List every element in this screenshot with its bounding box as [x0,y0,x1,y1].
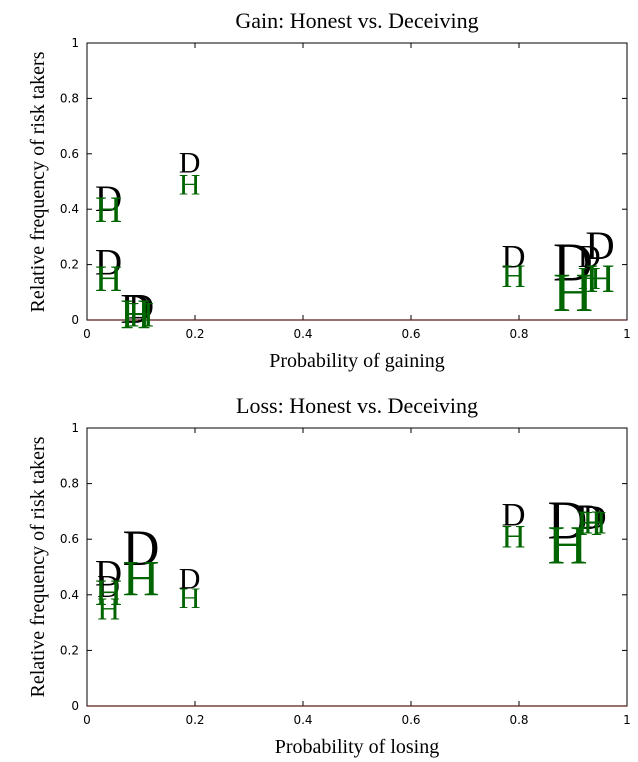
gain-point-h: H [585,256,614,301]
loss-point-h: H [548,516,588,577]
gain-point-h: H [502,259,526,295]
loss-y-tick-label: 0.4 [60,588,79,602]
loss-point-d: D [583,500,607,536]
gain-y-tick-label: 1 [71,36,79,50]
loss-point-h: H [583,506,607,542]
gain-point-d: D [502,240,526,276]
gain-y-tick-label: 0.4 [60,202,79,216]
gain-point-d: D [95,179,122,220]
loss-point-h: H [576,503,602,543]
loss-x-tick-label: 0.2 [185,713,204,727]
loss-point-d: D [95,553,122,594]
gain-point-h: H [95,259,122,300]
loss-x-axis: 0 0.2 0.4 0.6 0.8 1 [83,428,631,727]
gain-y-tick-label: 0.2 [60,258,79,272]
gain-point-d: D [128,286,154,326]
gain-chart-title: Gain: Honest vs. Deceiving [235,8,478,33]
gain-point-d: D [120,287,150,333]
loss-chart-title: Loss: Honest vs. Deceiving [236,393,478,418]
gain-x-tick-label: 0.6 [401,327,420,341]
loss-y-tick-label: 1 [71,421,79,435]
loss-point-h: H [179,582,201,615]
gain-x-axis-label: Probability of gaining [269,350,445,372]
gain-point-d: D [578,239,601,274]
gain-x-tick-label: 0.4 [293,327,312,341]
gain-point-h: H [578,261,601,296]
gain-plot-frame [86,42,628,321]
loss-y-axis: 0 0.2 0.4 0.6 0.8 1 [60,421,627,713]
loss-point-h: H [123,551,160,607]
loss-y-axis-label: Relative frequency of risk takers [27,436,49,697]
gain-point-d: D [553,233,593,294]
loss-x-tick-label: 1 [623,713,631,727]
loss-y-tick-label: 0 [71,699,79,713]
loss-x-axis-label: Probability of losing [275,736,439,758]
loss-plot-frame [86,427,628,707]
loss-y-tick-label: 0.6 [60,532,79,546]
gain-y-axis-label: Relative frequency of risk takers [27,51,49,312]
gain-point-d: D [95,243,122,284]
gain-point-d: D [585,223,614,268]
gain-x-axis: 0 0.2 0.4 0.6 0.8 1 [83,43,631,341]
gain-y-axis: 0 0.2 0.4 0.6 0.8 1 [60,36,627,327]
loss-point-d: D [502,497,526,533]
loss-point-h: H [95,573,122,614]
loss-point-h: H [97,591,120,626]
loss-y-tick-label: 0.2 [60,643,79,657]
gain-x-tick-label: 0.8 [509,327,528,341]
gain-panel: Gain: Honest vs. Deceiving 0 0.2 0.4 0.6 0.8… [27,8,631,372]
gain-point-h: H [179,168,201,201]
loss-x-tick-label: 0.8 [509,713,528,727]
gain-x-tick-label: 1 [623,327,631,341]
gain-point-h: H [120,293,150,339]
loss-x-tick-label: 0.4 [293,713,312,727]
gain-point-h: H [95,190,122,231]
loss-panel: Loss: Honest vs. Deceiving 0 0.2 0.4 0.6 0.8… [27,393,631,758]
gain-point-d: D [179,146,201,179]
loss-point-d: D [179,562,201,595]
loss-y-tick-label: 0.8 [60,477,79,491]
gain-y-tick-label: 0 [71,313,79,327]
gain-point-h: H [553,263,593,324]
loss-x-tick-label: 0 [83,713,91,727]
loss-point-h: H [502,520,526,556]
gain-y-tick-label: 0.8 [60,91,79,105]
loss-point-d: D [576,497,602,537]
loss-x-tick-label: 0.6 [401,713,420,727]
gain-y-tick-label: 0.6 [60,147,79,161]
gain-point-h: H [128,295,154,335]
loss-point-d: D [97,569,120,604]
loss-point-d: D [548,491,588,552]
gain-x-tick-label: 0 [83,327,91,341]
loss-point-d: D [123,521,160,577]
gain-x-tick-label: 0.2 [185,327,204,341]
